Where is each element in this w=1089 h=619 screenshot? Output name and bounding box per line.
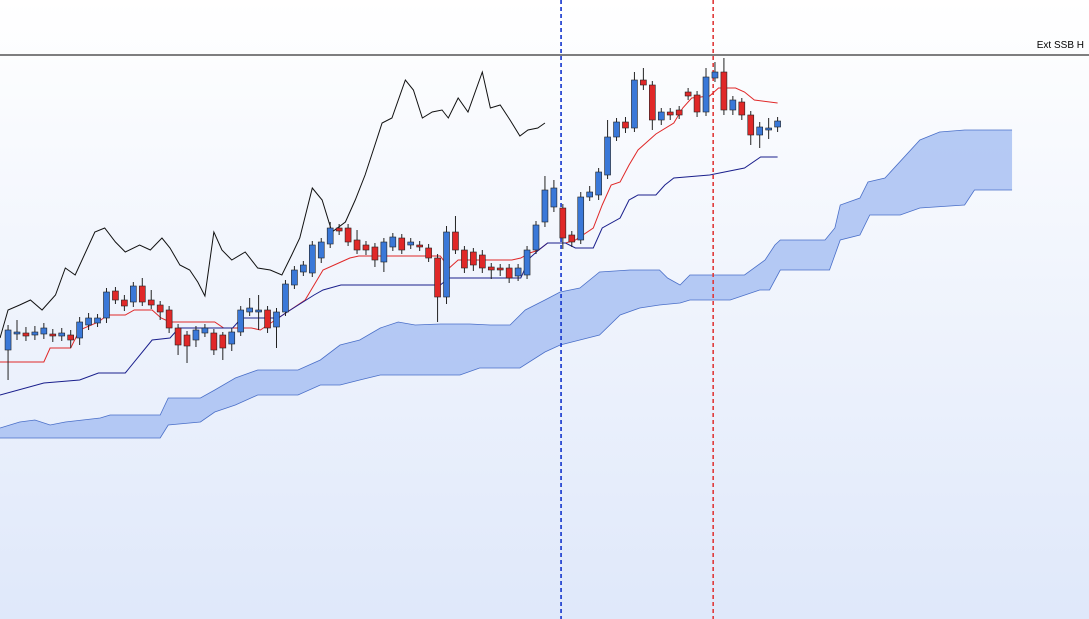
candle-body: [720, 71, 728, 111]
candle-body: [94, 317, 101, 324]
candle-body: [13, 331, 21, 335]
candle-body: [568, 234, 576, 243]
candle-body: [496, 267, 504, 271]
candle-body: [711, 71, 719, 79]
candle-body: [470, 251, 477, 266]
candle-body: [103, 291, 110, 319]
candle-body: [747, 114, 755, 136]
cloud-edge: [0, 189, 1013, 439]
indicator-line: [0, 156, 778, 396]
candle-body: [586, 191, 593, 198]
candle-body: [4, 329, 12, 351]
candle-body: [756, 126, 764, 136]
candle-body: [595, 171, 602, 196]
candle-body: [693, 94, 701, 113]
candle-body: [147, 299, 155, 306]
candle-body: [640, 79, 647, 86]
candle-body: [425, 247, 432, 259]
candle-body: [228, 331, 236, 345]
candle-body: [353, 239, 361, 251]
candle-body: [255, 309, 262, 313]
candle-body: [85, 317, 92, 326]
candle-body: [622, 121, 629, 129]
candle-body: [165, 309, 173, 329]
candle-body: [49, 333, 57, 337]
candle-body: [192, 329, 200, 341]
candle-body: [31, 331, 39, 336]
candle-body: [523, 249, 531, 276]
candle-body: [532, 224, 540, 251]
candle-body: [371, 246, 379, 261]
candle-body: [246, 307, 253, 313]
candle-body: [362, 244, 370, 251]
indicator-line: [0, 70, 546, 339]
candle-body: [550, 187, 558, 208]
candle-body: [273, 311, 280, 328]
candle-body: [58, 332, 66, 337]
candle-body: [156, 304, 164, 313]
candle-body: [604, 136, 611, 176]
candle-body: [201, 327, 209, 334]
candle-body: [505, 267, 513, 279]
candle-body: [282, 283, 289, 313]
candle-body: [559, 207, 567, 239]
candle-body: [702, 76, 710, 113]
candle-body: [210, 332, 218, 351]
candle-body: [40, 327, 48, 335]
candle-body: [434, 257, 441, 298]
candle-body: [22, 332, 30, 337]
candle-body: [649, 84, 656, 121]
candle-body: [326, 227, 334, 245]
candle-body: [666, 111, 674, 116]
candle-body: [765, 127, 772, 131]
candle-body: [487, 266, 495, 271]
candle-body: [344, 227, 352, 243]
candle-body: [514, 267, 522, 277]
candle-body: [613, 121, 620, 138]
cloud-edge: [0, 129, 1013, 429]
candle-body: [452, 231, 459, 251]
candle-body: [130, 285, 137, 303]
level-label: Ext SSB H: [1037, 40, 1084, 51]
candle-body: [675, 109, 683, 116]
candle-body: [461, 249, 468, 269]
candle-body: [300, 264, 307, 273]
candle-body: [684, 91, 692, 97]
candle-body: [237, 309, 245, 333]
candle-body: [657, 111, 665, 121]
candle-body: [219, 334, 227, 349]
candle-body: [112, 290, 119, 301]
candle-body: [541, 189, 549, 223]
candle-body: [67, 334, 74, 341]
candle-body: [407, 241, 415, 246]
candle-body: [398, 237, 406, 251]
candle-body: [389, 236, 397, 248]
cloud-area: [0, 130, 1013, 438]
candle-body: [264, 309, 271, 329]
candle-body: [738, 101, 746, 116]
candle-body: [479, 254, 486, 269]
candle-body: [631, 79, 638, 129]
candle-body: [729, 99, 737, 111]
candle-body: [380, 241, 388, 263]
candle-body: [577, 196, 585, 241]
candle-body: [121, 299, 128, 307]
candle-body: [317, 241, 325, 259]
candle-body: [774, 120, 781, 128]
candle-body: [183, 334, 191, 347]
candle-body: [291, 269, 298, 286]
candle-body: [443, 231, 450, 298]
candle-body: [174, 327, 182, 346]
candle-body: [335, 227, 343, 232]
candle-body: [76, 321, 83, 339]
candle-body: [416, 244, 423, 248]
candle-body: [138, 285, 146, 303]
candle-body: [308, 244, 316, 274]
